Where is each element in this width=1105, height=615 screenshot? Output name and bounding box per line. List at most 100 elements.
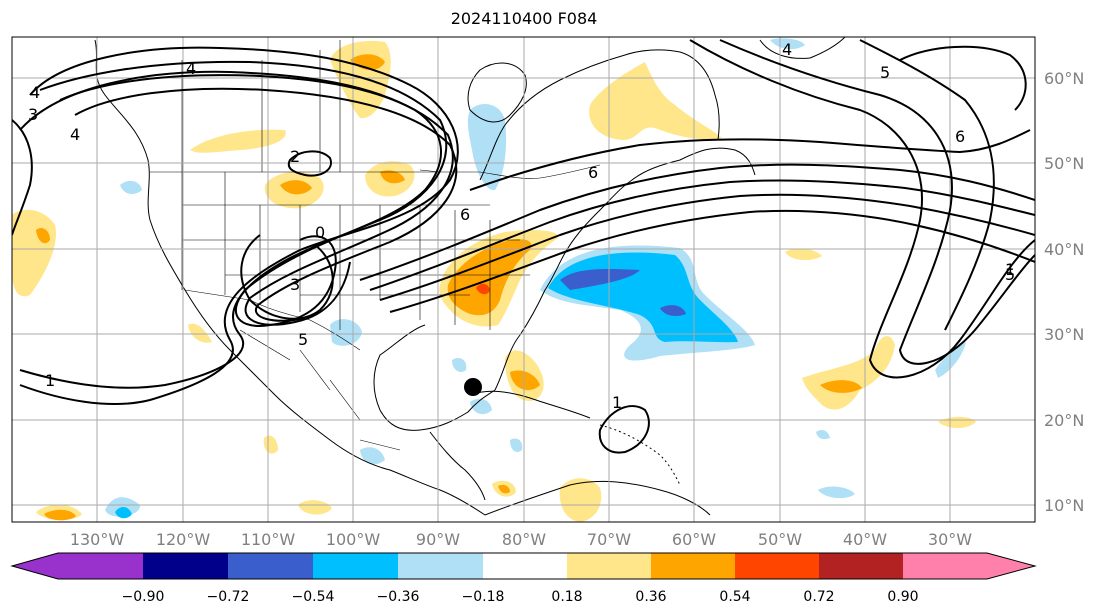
positive-anomaly-caribbean bbox=[559, 478, 602, 522]
coastline-hudson-bay bbox=[467, 62, 527, 123]
contour-4 bbox=[59, 74, 454, 326]
negative-anomaly-pacific bbox=[105, 497, 141, 517]
contour-label: 4 bbox=[30, 83, 40, 102]
coastline-east bbox=[494, 147, 756, 391]
colorbar-segment bbox=[483, 553, 567, 579]
lon-tick-label: 100°W bbox=[326, 530, 381, 549]
contour-label: 6 bbox=[460, 205, 470, 224]
lon-tick-label: 50°W bbox=[758, 530, 802, 549]
negative-anomaly-atlantic-core bbox=[560, 269, 640, 290]
contour-6 bbox=[240, 234, 334, 320]
lon-tick-label: 80°W bbox=[502, 530, 546, 549]
contour-label: 6 bbox=[588, 163, 598, 182]
contour-label: 3 bbox=[290, 275, 300, 294]
coastlines bbox=[94, 37, 846, 516]
lon-tick-label: 60°W bbox=[672, 530, 716, 549]
contour-jet-3 bbox=[379, 193, 1035, 301]
positive-anomaly-baja bbox=[188, 323, 212, 343]
coastline-gulf bbox=[373, 324, 496, 431]
positive-anomaly-colombia-core bbox=[498, 484, 510, 494]
contour-label: 1 bbox=[612, 393, 622, 412]
negative-anomaly-honduras bbox=[510, 438, 523, 452]
colorbar-tick-label: −0.54 bbox=[292, 589, 335, 605]
state-lines-2 bbox=[182, 204, 530, 296]
contour-label: 4 bbox=[782, 40, 792, 59]
positive-anomaly-southeast-core bbox=[476, 283, 490, 295]
colorbar-segment bbox=[313, 553, 398, 579]
mexico-states bbox=[239, 329, 401, 451]
positive-anomaly-florida-core bbox=[510, 370, 540, 391]
colorbar-extend-high bbox=[987, 553, 1035, 579]
lat-tick-label: 30°N bbox=[1044, 325, 1084, 344]
negative-anomaly-mexico bbox=[360, 447, 385, 465]
map-title: 2024110400 F084 bbox=[450, 9, 598, 28]
lat-tick-label: 40°N bbox=[1044, 240, 1084, 259]
colorbar-ticks: −0.90 −0.72 −0.54 −0.36 −0.18 0.18 0.36 … bbox=[122, 589, 919, 605]
negative-anomaly-small-atlantic bbox=[816, 430, 830, 440]
coastline-cuba bbox=[469, 390, 591, 419]
border-us-canada bbox=[150, 164, 601, 179]
lon-tick-label: 40°W bbox=[843, 530, 887, 549]
lon-tick-label: 110°W bbox=[241, 530, 296, 549]
lat-tick-label: 60°N bbox=[1044, 69, 1084, 88]
negative-anomaly-pacific-core bbox=[115, 506, 132, 519]
contour-label: 0 bbox=[315, 223, 325, 242]
contour-label: 3 bbox=[28, 105, 38, 124]
contour-jet-1 bbox=[359, 163, 1035, 281]
colorbar-outline bbox=[10, 552, 1037, 580]
positive-anomaly-pacific-south-core bbox=[44, 509, 76, 521]
colorbar-segment bbox=[735, 553, 819, 579]
contour-label: 5 bbox=[1005, 265, 1015, 284]
positive-anomaly-pacific-nw-core bbox=[36, 228, 50, 244]
storm-center-marker bbox=[464, 378, 482, 396]
contour-atlantic-ridge bbox=[689, 39, 1035, 379]
contour-label: 2 bbox=[290, 147, 300, 166]
contour-caribbean-loop bbox=[598, 405, 650, 454]
contour-label: 5 bbox=[880, 63, 890, 82]
colorbar-segment bbox=[903, 553, 987, 579]
lon-tick-label: 120°W bbox=[156, 530, 211, 549]
colorbar-segment bbox=[567, 553, 651, 579]
contour-5 bbox=[74, 87, 458, 322]
contour-atlantic-ridge-3 bbox=[859, 39, 995, 331]
contour-west-edge bbox=[12, 119, 33, 236]
contour-label: 1 bbox=[45, 371, 55, 390]
negative-anomaly-greenland bbox=[770, 38, 805, 50]
negative-anomaly-cuba bbox=[470, 398, 492, 415]
borders bbox=[150, 40, 601, 451]
province-lines bbox=[181, 40, 441, 173]
map-plot-area: 4 3 4 2 3 6 6 5 6 5 5 4 1 1 1 4 0 bbox=[12, 37, 1035, 522]
lon-tick-label: 30°W bbox=[928, 530, 972, 549]
contour-great-lakes-loop bbox=[287, 150, 332, 177]
contour-label: 4 bbox=[186, 59, 196, 78]
colorbar-tick-label: 0.72 bbox=[803, 589, 834, 605]
colorbar-segment bbox=[143, 553, 228, 579]
lon-tick-label: 70°W bbox=[587, 530, 631, 549]
border-us-mexico bbox=[184, 289, 361, 351]
coastline-central-america bbox=[429, 431, 486, 501]
positive-anomaly-mexico-pacific bbox=[298, 500, 332, 515]
contour-1 bbox=[19, 46, 459, 405]
contours bbox=[12, 39, 1035, 454]
colorbar: −0.90 −0.72 −0.54 −0.36 −0.18 0.18 0.36 … bbox=[10, 552, 1037, 605]
positive-anomaly-mid-atlantic bbox=[785, 248, 822, 261]
lon-tick-label: 90°W bbox=[416, 530, 460, 549]
longitude-ticks: 130°W 120°W 110°W 100°W 90°W 80°W 70°W 6… bbox=[70, 530, 972, 549]
latitude-ticks: 60°N 50°N 40°N 30°N 20°N 10°N bbox=[1044, 69, 1084, 515]
colorbar-segment bbox=[58, 553, 143, 579]
colorbar-segment bbox=[228, 553, 313, 579]
positive-anomaly-east-atlantic-core bbox=[820, 380, 862, 393]
coastline-greenland bbox=[759, 37, 846, 59]
colorbar-tick-label: 0.18 bbox=[551, 589, 582, 605]
coastline-north-america-west bbox=[94, 39, 486, 516]
colorbar-segment bbox=[398, 553, 483, 579]
colorbar-tick-label: 0.54 bbox=[719, 589, 750, 605]
lat-tick-label: 10°N bbox=[1044, 496, 1084, 515]
contour-jet-2 bbox=[369, 179, 1035, 291]
contour-2 bbox=[19, 70, 442, 389]
colorbar-tick-label: −0.18 bbox=[462, 589, 505, 605]
contour-north-loop bbox=[899, 45, 1027, 111]
coastline-canada-east bbox=[479, 49, 720, 181]
contour-label: 5 bbox=[298, 330, 308, 349]
colorbar-tick-label: −0.72 bbox=[207, 589, 250, 605]
